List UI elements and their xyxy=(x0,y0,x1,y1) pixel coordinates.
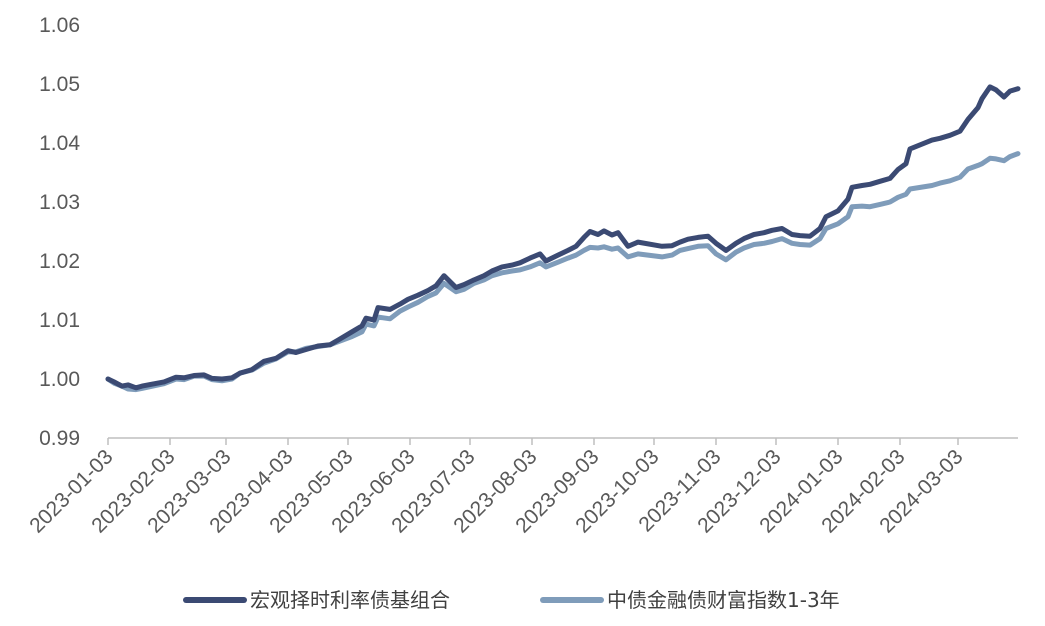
y-tick-label: 0.99 xyxy=(39,427,80,450)
legend-label-series-1: 宏观择时利率债基组合 xyxy=(250,588,450,612)
y-tick-label: 1.01 xyxy=(39,309,80,332)
y-tick-label: 1.05 xyxy=(39,73,80,96)
y-tick-label: 1.06 xyxy=(39,14,80,37)
y-tick-label: 1.02 xyxy=(39,250,80,273)
x-axis-tick-marks xyxy=(107,438,959,445)
legend: 宏观择时利率债基组合 中债金融债财富指数1-3年 xyxy=(183,588,840,612)
series-lines xyxy=(105,84,1021,393)
y-axis-tick-labels: 0.99 1.00 1.01 1.02 1.03 1.04 1.05 1.06 xyxy=(39,14,80,450)
series-line-1 xyxy=(105,84,1021,391)
y-tick-label: 1.00 xyxy=(39,368,80,391)
y-tick-label: 1.03 xyxy=(39,191,80,214)
x-axis-tick-labels: 2023-01-032023-02-032023-03-032023-04-03… xyxy=(25,445,967,537)
y-tick-label: 1.04 xyxy=(39,132,80,155)
series-line-2 xyxy=(105,151,1021,393)
legend-label-series-2: 中债金融债财富指数1-3年 xyxy=(607,588,840,612)
